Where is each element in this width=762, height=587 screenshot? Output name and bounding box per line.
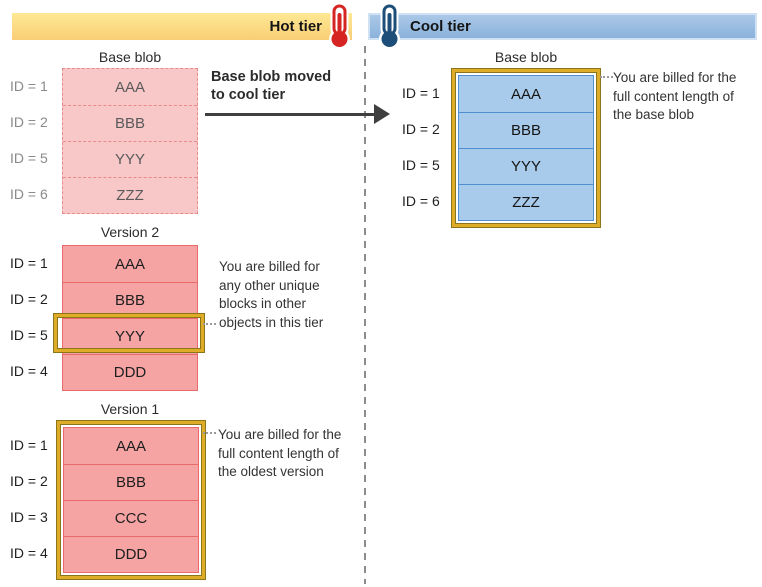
block-id-label: ID = 1 [10, 437, 48, 453]
block-row: YYY [459, 148, 593, 184]
block-id-label: ID = 2 [10, 291, 48, 307]
block-id-label: ID = 3 [10, 509, 48, 525]
tier-separator-dashed-line [364, 46, 366, 584]
block-row: ZZZ [459, 184, 593, 220]
block-row: YYY [63, 318, 197, 354]
block-row: DDD [64, 536, 198, 572]
move-arrow-line [205, 113, 374, 116]
note-line: objects in this tier [219, 314, 324, 330]
version1-stack: AAA BBB CCC DDD [63, 427, 199, 573]
block-id-label: ID = 5 [402, 157, 440, 173]
cool-base-blob-billing-note: You are billed for the full content leng… [613, 69, 736, 125]
block-id-label: ID = 2 [10, 114, 48, 130]
note-line: blocks in other [219, 296, 307, 311]
version2-title: Version 2 [100, 224, 160, 240]
block-row: AAA [114, 255, 145, 273]
block-row: BBB [459, 112, 593, 148]
note-line: full content length of [613, 88, 734, 104]
cool-tier-header-bar: Cool tier [368, 13, 757, 40]
block-id-label: ID = 4 [10, 545, 48, 561]
version1-billing-note: You are billed for the full content leng… [218, 426, 341, 482]
hot-base-blob-stack: AAA BBB YYY ZZZ [62, 68, 198, 214]
cool-tier-label: Cool tier [410, 18, 471, 35]
unique-block-highlight-frame [54, 314, 204, 352]
block-row: BBB [63, 282, 197, 318]
move-arrow-label-line1: Base blob moved [211, 69, 332, 85]
block-row: AAA [510, 85, 541, 103]
block-id-label: ID = 5 [10, 150, 48, 166]
hot-thermometer-icon [329, 3, 350, 49]
block-id-label: ID = 1 [10, 255, 48, 271]
block-id-label: ID = 5 [10, 327, 48, 343]
cool-base-blob-stack: AAA BBB YYY ZZZ [458, 75, 594, 221]
note-leader-dots [203, 432, 216, 434]
hot-tier-header-bar: Hot tier [12, 13, 352, 40]
block-id-label: ID = 1 [10, 78, 48, 94]
block-id-label: ID = 2 [10, 473, 48, 489]
block-row: BBB [64, 464, 198, 500]
block-row: AAA [114, 78, 145, 96]
block-row: AAA [115, 437, 146, 455]
note-line: You are billed for [219, 259, 320, 274]
version2-billing-note: You are billed for any other unique bloc… [219, 258, 323, 332]
note-leader-dots [203, 323, 216, 325]
cool-base-blob-title: Base blob [494, 49, 558, 65]
version1-highlight-frame: AAA BBB CCC DDD [57, 421, 205, 579]
move-arrow-label-line2: to cool tier [211, 87, 286, 103]
block-row: ZZZ [63, 177, 197, 213]
move-arrow-head [374, 104, 390, 124]
hot-tier-label: Hot tier [269, 18, 323, 35]
note-line: You are billed for the [218, 427, 342, 442]
hot-base-blob-title: Base blob [98, 49, 162, 65]
version1-title: Version 1 [100, 401, 160, 417]
version2-stack: AAA BBB YYY DDD [62, 245, 198, 391]
block-row: BBB [63, 105, 197, 141]
note-leader-dots [600, 76, 613, 78]
block-id-label: ID = 1 [402, 85, 440, 101]
cool-base-blob-highlight-frame: AAA BBB YYY ZZZ [452, 69, 600, 227]
cool-thermometer-icon [379, 3, 400, 49]
block-row: YYY [63, 141, 197, 177]
block-row: CCC [64, 500, 198, 536]
block-id-label: ID = 6 [402, 193, 440, 209]
block-id-label: ID = 4 [10, 363, 48, 379]
block-row: DDD [63, 354, 197, 390]
block-id-label: ID = 2 [402, 121, 440, 137]
note-line: You are billed for the [613, 70, 737, 85]
note-line: any other unique [219, 277, 320, 293]
note-line: the oldest version [218, 464, 324, 479]
note-line: the base blob [613, 107, 695, 122]
note-line: full content length of [218, 445, 339, 461]
move-arrow-label: Base blob moved to cool tier [211, 68, 331, 104]
block-id-label: ID = 6 [10, 186, 48, 202]
